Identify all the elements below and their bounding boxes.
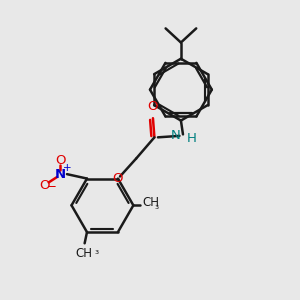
Text: CH: CH [75, 248, 92, 260]
Text: O: O [55, 154, 66, 166]
Text: O: O [113, 172, 123, 185]
Text: ₃: ₃ [94, 246, 99, 256]
Text: ₃: ₃ [154, 201, 159, 211]
Text: CH: CH [143, 196, 160, 209]
Text: N: N [55, 168, 66, 181]
Text: O: O [39, 179, 50, 192]
Text: O: O [147, 100, 158, 113]
Text: H: H [187, 132, 197, 145]
Text: −: − [47, 180, 57, 193]
Text: N: N [171, 129, 181, 142]
Text: +: + [63, 163, 71, 173]
